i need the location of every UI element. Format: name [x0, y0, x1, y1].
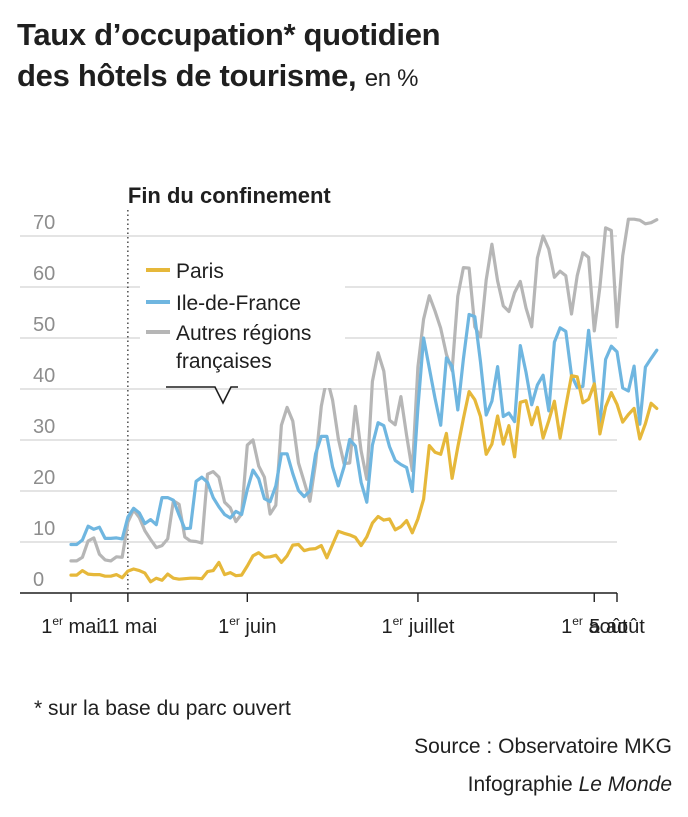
x-tick-label-rest: juin: [240, 616, 277, 638]
x-tick-label: 5 août: [589, 616, 645, 638]
y-tick-label: 10: [33, 518, 55, 540]
title-line-2: des hôtels de tourisme,: [17, 58, 357, 93]
x-tick-label-sup: er: [229, 614, 240, 628]
y-tick-label: 60: [33, 263, 55, 285]
y-tick-label: 50: [33, 314, 55, 336]
x-tick-label: 1er mai: [41, 614, 101, 638]
title-line-1: Taux d’occupation* quotidien: [17, 17, 441, 52]
y-tick-label: 70: [33, 212, 55, 234]
legend-label: Ile-de-France: [176, 292, 301, 315]
x-tick-label-rest: mai: [63, 616, 101, 638]
series-line-idf: [69, 312, 659, 547]
x-tick-label-rest: août: [583, 616, 628, 638]
x-tick-label: 1er août: [561, 614, 628, 638]
legend-background: [140, 248, 345, 388]
x-tick-label: 1er juin: [218, 614, 277, 638]
x-tick-label-sup: er: [393, 614, 404, 628]
legend-label: Paris: [176, 260, 224, 283]
legend-label: françaises: [176, 350, 272, 373]
x-tick-label-sup: er: [52, 614, 63, 628]
x-tick-label: 11 mai: [99, 616, 158, 638]
credit-name: Le Monde: [578, 773, 672, 796]
legend-label: Autres régions: [176, 322, 311, 345]
y-tick-label: 20: [33, 467, 55, 489]
series-line-paris: [69, 374, 659, 584]
y-tick-label: 30: [33, 416, 55, 438]
annotation-label: Fin du confinement: [128, 183, 332, 208]
y-tick-label: 0: [33, 569, 44, 591]
source-line: Source : Observatoire MKG: [414, 735, 672, 758]
y-tick-label: 40: [33, 365, 55, 387]
footnote: * sur la base du parc ouvert: [34, 697, 291, 720]
x-tick-label-rest: juillet: [403, 616, 455, 638]
x-tick-label: 1er juillet: [381, 614, 454, 638]
credit-prefix: Infographie: [467, 773, 573, 796]
chart-title: Taux d’occupation* quotidien des hôtels …: [17, 14, 441, 99]
legend-pointer: [166, 386, 238, 405]
x-tick-label-sup: er: [572, 614, 583, 628]
credit-line: Infographie Le Monde: [468, 773, 672, 797]
title-unit: en %: [364, 65, 419, 92]
series-line-autres: [69, 217, 659, 563]
